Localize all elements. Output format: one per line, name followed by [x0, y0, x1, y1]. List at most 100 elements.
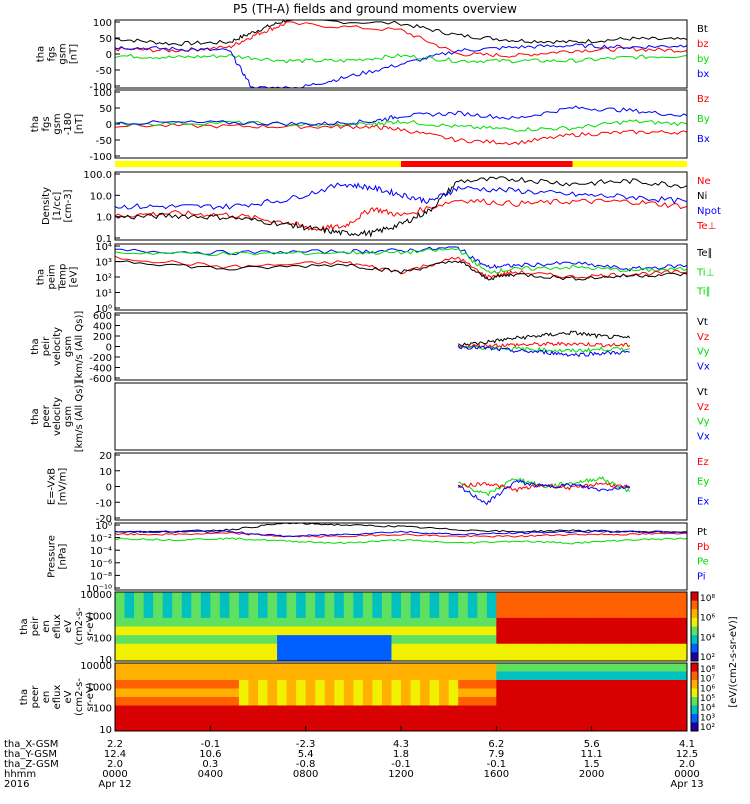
spectrogram-cell	[334, 600, 345, 610]
spectrogram-cell	[544, 643, 555, 653]
spectrogram-cell	[153, 663, 164, 672]
colorbar-frame	[690, 591, 699, 662]
legend-item: Vy	[697, 347, 710, 358]
spectrogram-cell	[601, 635, 612, 645]
spectrogram-cell	[296, 680, 307, 689]
ylabel-line: (cm2-s-	[74, 607, 85, 645]
xaxis-value: 0000	[674, 769, 699, 780]
spectrogram-cell	[267, 600, 278, 610]
spectrogram-cell	[486, 697, 497, 706]
spectrogram-cell	[553, 688, 564, 698]
spectrogram-cell	[620, 705, 631, 715]
legend-item: Ti∥	[696, 287, 711, 298]
spectrogram-cell	[439, 714, 450, 723]
spectrogram-cell	[563, 652, 574, 662]
spectrogram-cell	[667, 688, 678, 698]
spectrogram-cell	[458, 663, 469, 672]
spectrogram-cell	[620, 688, 631, 698]
spectrogram-cell	[153, 626, 164, 636]
spectrogram-cell	[362, 609, 373, 619]
spectrogram-cell	[324, 680, 335, 689]
series-vz-line	[458, 341, 631, 349]
spectrogram-cell	[534, 643, 545, 653]
spectrogram-cell	[534, 609, 545, 619]
spectrogram-cell	[200, 635, 211, 645]
spectrogram-cell	[181, 705, 192, 715]
spectrogram-cell	[601, 697, 612, 706]
spectrogram-cell	[467, 652, 478, 662]
legend-item: bz	[697, 39, 709, 50]
spectrogram-cell	[420, 680, 431, 689]
spectrogram-cell	[429, 600, 440, 610]
spectrogram-cell	[410, 600, 421, 610]
spectrogram-cell	[667, 609, 678, 619]
spectrogram-cell	[477, 663, 488, 672]
spectrogram-cell	[219, 617, 230, 627]
ytick-label: -600	[89, 374, 112, 385]
spectrogram-cell	[448, 697, 459, 706]
spectrogram-cell	[648, 592, 659, 602]
spectrogram-cell	[591, 722, 602, 732]
legend-item: Vy	[697, 417, 710, 428]
spectrogram-cell	[229, 680, 240, 689]
spectrogram-cell	[496, 643, 507, 653]
spectrogram-cell	[372, 635, 383, 645]
spectrogram-cell	[658, 617, 669, 627]
series-ez-line	[457, 481, 631, 493]
spectrogram-cell	[267, 688, 278, 698]
spectrogram-cell	[505, 600, 516, 610]
spectrogram-cell	[639, 652, 650, 662]
spectrogram-cell	[248, 705, 259, 715]
spectrogram-cell	[258, 635, 269, 645]
spectrogram-cell	[315, 635, 326, 645]
spectrogram-cell	[572, 722, 583, 732]
spectrogram-cell	[477, 643, 488, 653]
spectrogram-cell	[677, 688, 688, 698]
spectrogram-cell	[181, 592, 192, 602]
spectrogram-cell	[667, 617, 678, 627]
spectrogram-cell	[420, 592, 431, 602]
spectrogram-cell	[153, 705, 164, 715]
spectrogram-cell	[391, 722, 402, 732]
ylabel-line: velocity	[52, 327, 63, 366]
ytick-label: 10⁻⁴	[90, 546, 112, 557]
spectrogram-cell	[353, 714, 364, 723]
spectrogram-cell	[429, 697, 440, 706]
spectrogram-cell	[324, 600, 335, 610]
spectrogram-cell	[524, 680, 535, 689]
spectrogram-cell	[610, 722, 621, 732]
spectrogram-cell	[200, 617, 211, 627]
colorbar-segment	[691, 652, 698, 662]
spectrogram-cell	[401, 626, 412, 636]
spectrogram-cell	[629, 688, 640, 698]
spectrogram-cell	[372, 643, 383, 653]
spectrogram-cell	[524, 652, 535, 662]
spectrogram-cell	[267, 714, 278, 723]
spectrogram-cell	[162, 643, 173, 653]
ylabel-line: [km/s (All Qs)]	[74, 311, 85, 383]
ytick-label: 100	[93, 633, 112, 644]
spectrogram-cell	[181, 671, 192, 681]
spectrogram-cell	[477, 722, 488, 732]
ytick-label: 20	[99, 451, 112, 462]
spectrogram-cell	[591, 652, 602, 662]
spectrogram-cell	[658, 705, 669, 715]
spectrogram-cell	[410, 652, 421, 662]
spectrogram-cell	[439, 722, 450, 732]
spectrogram-cell	[343, 592, 354, 602]
spectrogram-cell	[238, 663, 249, 672]
spectrogram-cell	[629, 697, 640, 706]
ytick-label: -50	[96, 136, 112, 147]
spectrogram-cell	[286, 680, 297, 689]
spectrogram-cell	[410, 714, 421, 723]
spectrogram-cell	[200, 680, 211, 689]
spectrogram-cell	[601, 652, 612, 662]
spectrogram-cell	[191, 697, 202, 706]
spectrogram-cell	[677, 671, 688, 681]
spectrogram-cell	[582, 643, 593, 653]
series-vx-line	[457, 344, 630, 358]
spectrogram-cell	[134, 714, 145, 723]
ylabel-line: E=-VxB	[47, 468, 58, 505]
spectrogram-cell	[191, 714, 202, 723]
